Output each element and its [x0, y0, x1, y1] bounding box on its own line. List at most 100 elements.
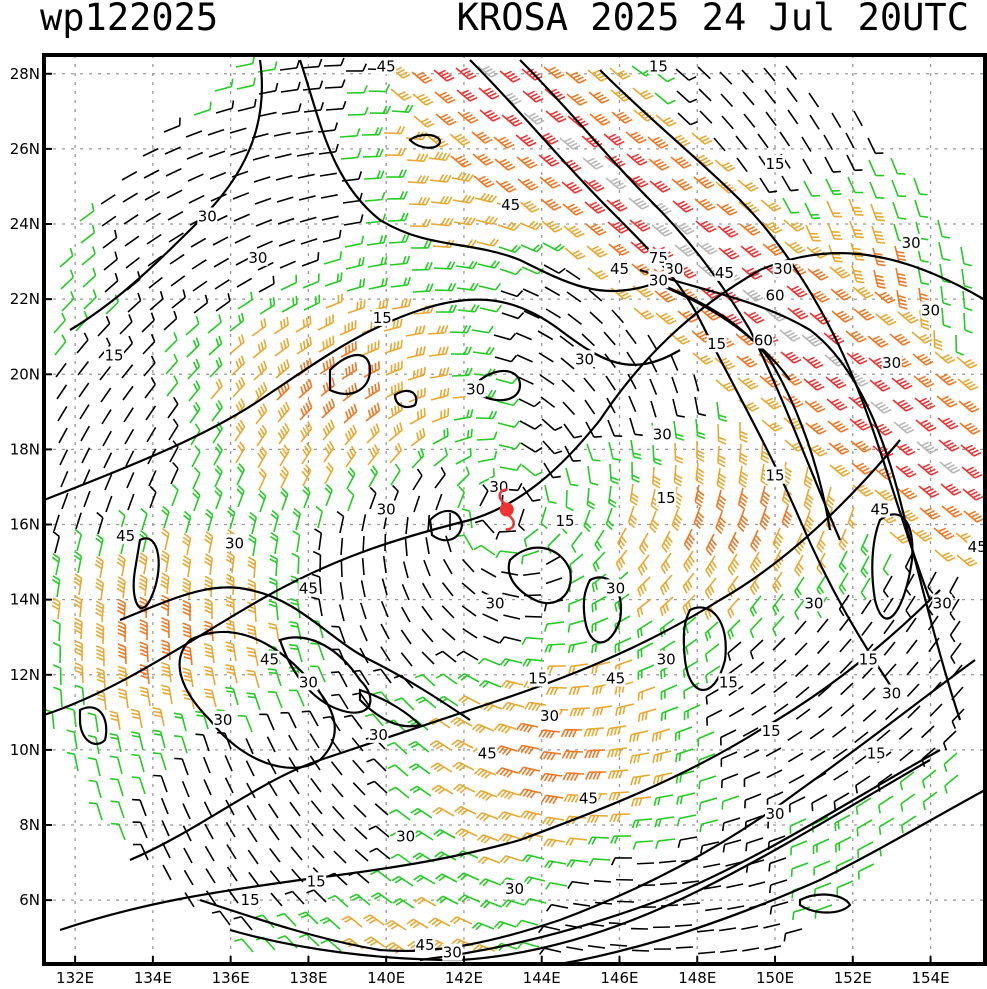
wind-barb: [366, 423, 380, 444]
wind-barb: [636, 862, 655, 865]
wind-barb: [736, 355, 758, 368]
wind-barb: [794, 554, 804, 577]
wind-barb: [891, 179, 906, 198]
wind-barb: [761, 419, 783, 432]
wind-barb: [794, 620, 807, 635]
wind-barb: [400, 629, 412, 645]
wind-barb: [461, 582, 476, 595]
wind-barb: [742, 91, 755, 106]
wind-barb: [808, 92, 820, 108]
wind-barb: [302, 80, 324, 91]
wind-barb: [801, 334, 823, 347]
wind-barb: [314, 528, 323, 551]
wind-barb: [695, 418, 706, 440]
wind-barb: [103, 452, 113, 469]
wind-barb: [433, 447, 448, 467]
wind-barb: [406, 346, 426, 359]
wind-barb: [538, 352, 554, 363]
wind-barb: [803, 466, 813, 489]
wind-barb: [259, 297, 276, 315]
wind-barb: [563, 225, 585, 238]
wind-barb: [339, 320, 357, 336]
wind-barb: [764, 89, 777, 104]
wind-barb: [809, 114, 820, 130]
wind-barb: [882, 553, 892, 576]
wind-barb: [869, 379, 891, 392]
wind-barb: [277, 401, 290, 423]
wind-barb: [166, 375, 179, 397]
wind-barb: [409, 407, 426, 425]
wind-barb: [365, 402, 381, 422]
wind-barb: [896, 289, 908, 310]
wind-barb: [826, 398, 848, 411]
wind-barb: [830, 288, 852, 301]
wind-barb: [962, 290, 973, 312]
wind-barb: [760, 199, 782, 212]
wind-barb: [545, 308, 561, 319]
wind-barb: [760, 397, 782, 410]
wind-barb: [320, 194, 338, 199]
wind-barb: [456, 89, 478, 102]
wind-barb: [427, 514, 431, 533]
lon-tick-label: 138E: [289, 969, 327, 987]
wind-barb: [253, 360, 268, 381]
wind-barb: [161, 617, 170, 639]
wind-barb: [182, 555, 192, 578]
wind-barb: [959, 422, 981, 435]
contour-label: 30: [653, 425, 672, 443]
lat-tick-label: 8N: [19, 816, 40, 834]
wind-barb: [322, 419, 335, 441]
wind-barb: [523, 112, 545, 125]
wind-barb: [933, 527, 955, 540]
wind-barb: [739, 223, 761, 236]
wind-barb: [807, 268, 829, 281]
wind-barb: [322, 229, 342, 243]
contour-label: 15: [657, 489, 676, 507]
contour-label: 30: [505, 880, 524, 898]
wind-barb: [860, 555, 870, 578]
contour-label: 45: [416, 936, 435, 954]
wind-barb: [503, 614, 521, 620]
lon-tick-label: 142E: [445, 969, 483, 987]
wind-barb: [59, 449, 69, 466]
wind-barb: [738, 465, 749, 488]
lat-tick-label: 28N: [10, 65, 40, 83]
wind-barb: [360, 580, 366, 598]
wind-barb: [343, 403, 358, 424]
wind-barb: [956, 356, 978, 369]
wind-barb: [661, 530, 673, 553]
wind-barb: [76, 332, 89, 354]
wind-barb: [51, 575, 61, 598]
wind-barb: [311, 573, 322, 595]
contour-label: 45: [116, 527, 135, 545]
wind-barb: [411, 71, 433, 84]
wind-barb: [845, 132, 855, 149]
wind-barb: [605, 177, 627, 190]
wind-barb: [630, 439, 642, 460]
wind-barb: [905, 617, 917, 633]
contour-label: 30: [369, 726, 388, 744]
wind-barb: [146, 233, 162, 245]
contour-label: 30: [882, 685, 901, 703]
wind-barb: [280, 487, 289, 511]
wind-barb: [936, 395, 958, 408]
wind-barb: [123, 407, 134, 423]
wind-barb: [387, 212, 409, 222]
wind-barb: [410, 240, 432, 249]
wind-barb: [477, 260, 501, 269]
wind-barb: [301, 252, 320, 267]
wind-barb: [482, 613, 499, 622]
wind-barb: [94, 556, 104, 579]
wind-barb: [479, 484, 489, 507]
wind-barb: [564, 445, 581, 462]
wind-barb: [344, 424, 358, 446]
contour-label: 45: [478, 745, 497, 763]
wind-barb: [165, 353, 179, 375]
wind-barb: [851, 462, 873, 475]
wind-barb: [230, 149, 248, 156]
wind-barb: [628, 395, 637, 412]
wind-barb: [781, 175, 799, 192]
wind-barb: [302, 273, 320, 289]
wind-barb: [345, 256, 365, 270]
wind-barb: [894, 443, 916, 456]
